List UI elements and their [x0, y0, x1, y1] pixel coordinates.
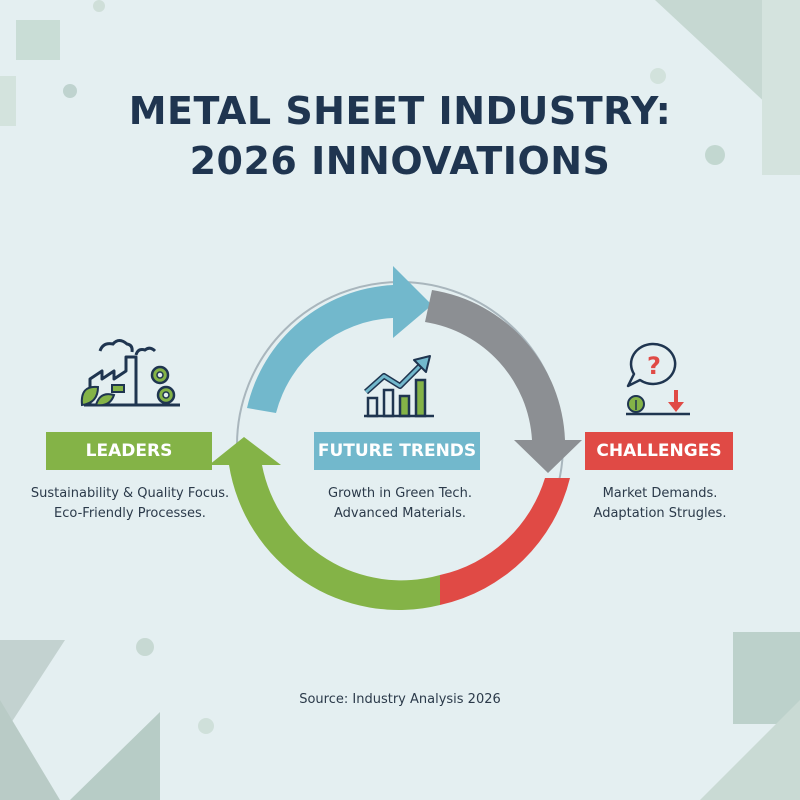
- page-title: METAL SHEET INDUSTRY: 2026 INNOVATIONS: [0, 86, 800, 186]
- leaders-description: Sustainability & Quality Focus. Eco-Frie…: [20, 484, 240, 524]
- decor-dot: [136, 638, 154, 656]
- factory-gears-leaf-icon: [80, 339, 180, 407]
- decor-dot: [198, 718, 214, 734]
- cycle-arrow-green: [209, 437, 440, 610]
- decor-dot: [705, 145, 725, 165]
- future-trends-description: Growth in Green Tech. Advanced Materials…: [300, 484, 500, 524]
- leaders-label: LEADERS: [46, 432, 212, 470]
- challenges-desc-line-2: Adaptation Strugles.: [593, 506, 727, 521]
- challenges-desc-line-1: Market Demands.: [602, 486, 718, 501]
- challenges-label: CHALLENGES: [585, 432, 733, 470]
- future-trends-label: FUTURE TRENDS: [314, 432, 480, 470]
- cycle-arrow-blue: [247, 266, 432, 413]
- future-trends-desc-line-1: Growth in Green Tech.: [328, 486, 472, 501]
- svg-text:?: ?: [647, 352, 661, 380]
- growth-chart-icon: [364, 355, 434, 418]
- leaders-desc-line-2: Eco-Friendly Processes.: [54, 506, 206, 521]
- decor-square-left: [0, 76, 16, 126]
- cycle-arrow-gray: [425, 290, 582, 473]
- decor-dot: [63, 84, 77, 98]
- challenges-description: Market Demands. Adaptation Strugles.: [580, 484, 740, 524]
- title-line-2: 2026 INNOVATIONS: [189, 139, 611, 183]
- decor-square-top-left: [16, 20, 60, 60]
- decor-dot: [93, 0, 105, 12]
- future-trends-desc-line-2: Advanced Materials.: [333, 506, 467, 521]
- cycle-arrow-red: [440, 478, 570, 605]
- question-bubble-down-arrow-icon: ?: [626, 342, 690, 416]
- source-note: Source: Industry Analysis 2026: [299, 692, 501, 707]
- leaders-desc-line-1: Sustainability & Quality Focus.: [30, 486, 230, 501]
- title-line-1: METAL SHEET INDUSTRY:: [128, 89, 672, 133]
